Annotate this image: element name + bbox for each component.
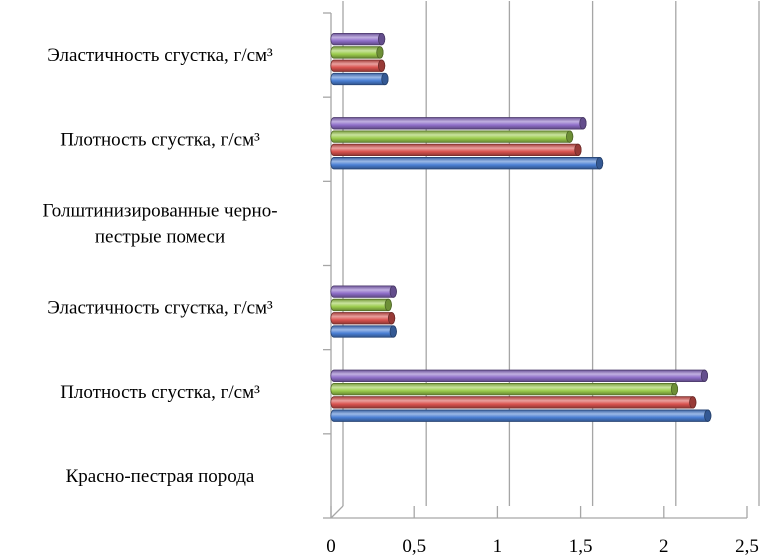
bar xyxy=(330,130,574,143)
x-tick-label: 1 xyxy=(493,536,503,557)
bar xyxy=(330,325,397,338)
bar xyxy=(330,298,392,312)
bar xyxy=(330,72,389,86)
axis-depth-line xyxy=(330,505,344,519)
x-tick-label: 0 xyxy=(326,536,336,557)
bar xyxy=(330,382,679,396)
bar xyxy=(330,409,712,422)
x-tick-label: 2 xyxy=(659,536,669,557)
category-label: Плотность сгустка, г/см³ xyxy=(60,129,260,150)
x-tick-label: 0,5 xyxy=(402,536,426,557)
x-tick-label: 1,5 xyxy=(569,536,593,557)
bar xyxy=(330,157,604,170)
bar xyxy=(330,312,396,325)
bar xyxy=(330,369,709,382)
bar xyxy=(330,46,384,59)
bar xyxy=(330,32,386,46)
bar xyxy=(330,117,587,130)
category-label: Красно-пестрая порода xyxy=(66,466,255,487)
category-label: Эластичность сгустка, г/см³ xyxy=(47,45,273,66)
category-label: пестрые помеси xyxy=(95,226,225,247)
bar xyxy=(330,143,582,157)
category-label: Плотность сгустка, г/см³ xyxy=(60,382,260,403)
x-tick-label: 2,5 xyxy=(735,536,759,557)
bar xyxy=(330,59,386,72)
category-label: Эластичность сгустка, г/см³ xyxy=(47,298,273,319)
bar xyxy=(330,396,697,409)
bar xyxy=(330,285,397,298)
category-label: Голштинизированные черно- xyxy=(42,200,277,221)
